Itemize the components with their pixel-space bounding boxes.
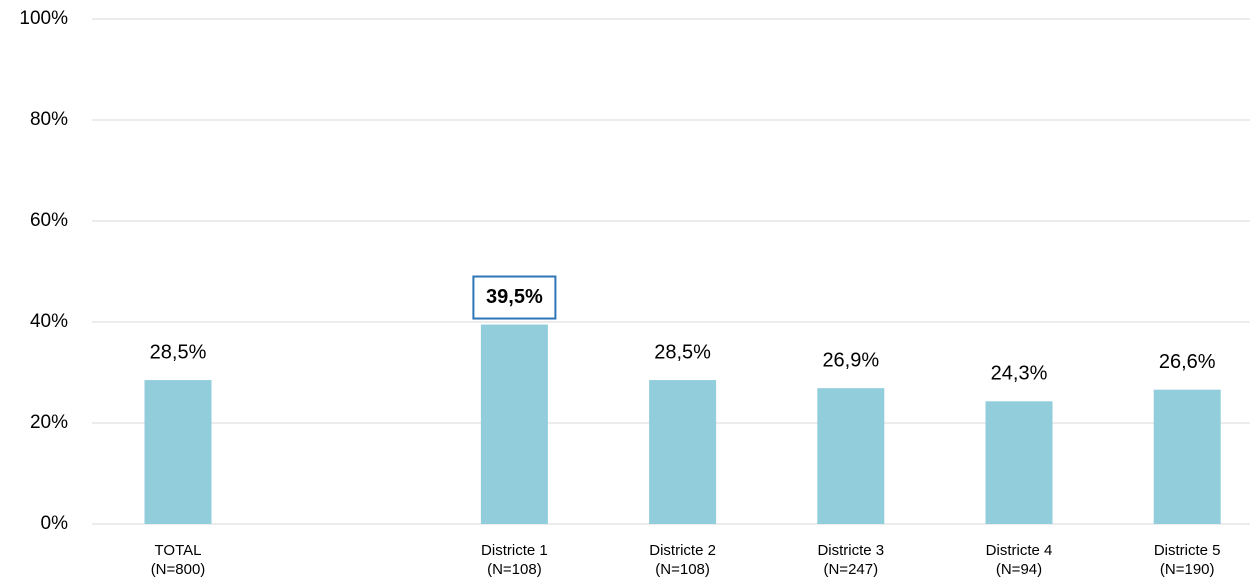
data-label: 28,5% xyxy=(150,341,207,363)
data-label: 24,3% xyxy=(991,363,1048,385)
y-tick-label: 80% xyxy=(30,109,68,130)
x-tick-note: (N=108) xyxy=(655,561,710,578)
x-tick-label: Districte 4 xyxy=(986,542,1053,559)
bar xyxy=(1153,389,1221,524)
x-tick-label: TOTAL xyxy=(155,542,202,559)
bar xyxy=(144,380,212,524)
data-label: 39,5% xyxy=(486,286,543,308)
bar xyxy=(817,388,885,524)
y-tick-label: 40% xyxy=(30,311,68,332)
x-tick-note: (N=108) xyxy=(487,561,542,578)
x-tick-label: Districte 5 xyxy=(1154,542,1221,559)
x-tick-label: Districte 1 xyxy=(481,542,548,559)
x-tick-note: (N=247) xyxy=(823,561,878,578)
y-tick-label: 20% xyxy=(30,412,68,433)
bar xyxy=(985,401,1053,524)
bar xyxy=(480,324,548,524)
x-tick-note: (N=800) xyxy=(151,561,206,578)
x-tick-note: (N=94) xyxy=(996,561,1042,578)
y-tick-label: 0% xyxy=(41,513,69,534)
y-tick-label: 60% xyxy=(30,210,68,231)
data-label: 28,5% xyxy=(654,341,711,363)
data-label: 26,6% xyxy=(1159,351,1216,373)
y-tick-label: 100% xyxy=(19,8,68,29)
data-label: 26,9% xyxy=(822,349,879,371)
x-tick-label: Districte 2 xyxy=(649,542,716,559)
x-tick-label: Districte 3 xyxy=(817,542,884,559)
x-tick-note: (N=190) xyxy=(1160,561,1215,578)
label-highlight xyxy=(472,275,557,320)
bar xyxy=(649,380,717,524)
